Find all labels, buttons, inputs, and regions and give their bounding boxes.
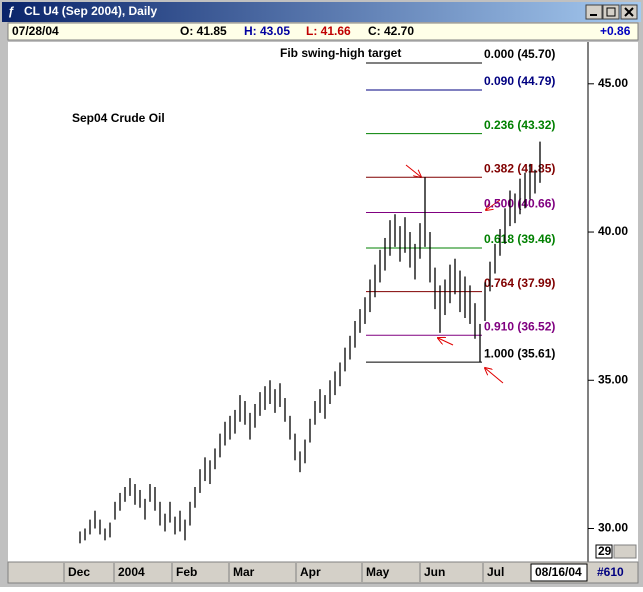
info-date: 07/28/04 bbox=[12, 24, 59, 38]
price-axis bbox=[588, 42, 638, 562]
time-axis bbox=[7, 561, 639, 584]
axis-box bbox=[595, 544, 613, 559]
arrow bbox=[486, 199, 501, 210]
x-tick-label: Jun bbox=[424, 565, 445, 579]
maximize-icon bbox=[606, 7, 616, 17]
fib-label: 0.090 (44.79) bbox=[484, 74, 555, 88]
plot-area bbox=[8, 42, 588, 562]
axis-button[interactable] bbox=[613, 544, 637, 559]
fib-label: 1.000 (35.61) bbox=[484, 346, 555, 360]
minimize-button[interactable] bbox=[585, 4, 603, 20]
x-tick-label: Dec bbox=[68, 565, 90, 579]
y-tick-label: 35.00 bbox=[598, 372, 628, 386]
info-high: H: 43.05 bbox=[244, 24, 290, 38]
x-tick-label: Mar bbox=[233, 565, 255, 579]
x-tick-label: 2004 bbox=[118, 565, 145, 579]
info-open: O: 41.85 bbox=[180, 24, 227, 38]
y-tick-label: 30.00 bbox=[598, 521, 628, 535]
scroll-date-box[interactable] bbox=[530, 563, 588, 582]
chart-title: Sep04 Crude Oil bbox=[72, 111, 165, 125]
window-buttons[interactable] bbox=[585, 4, 638, 20]
fib-label: 0.236 (43.32) bbox=[484, 118, 555, 132]
maximize-button[interactable] bbox=[602, 4, 620, 20]
info-change: +0.86 bbox=[600, 24, 631, 38]
info-close: C: 42.70 bbox=[368, 24, 414, 38]
info-bar bbox=[7, 22, 639, 41]
arrow bbox=[485, 368, 504, 384]
fib-label: 0.000 (45.70) bbox=[484, 47, 555, 61]
fib-label: 0.910 (36.52) bbox=[484, 319, 555, 333]
x-tick-label: May bbox=[366, 565, 390, 579]
axis-box-label: 29 bbox=[598, 544, 612, 558]
window-title: CL U4 (Sep 2004), Daily bbox=[24, 4, 157, 18]
close-icon bbox=[624, 7, 634, 17]
annotation: Fib swing-high target bbox=[280, 46, 401, 60]
y-tick-label: 40.00 bbox=[598, 224, 628, 238]
bar-count: #610 bbox=[597, 565, 624, 579]
fib-label: 0.382 (41.85) bbox=[484, 161, 555, 175]
y-tick-label: 45.00 bbox=[598, 76, 628, 90]
window-icon: ƒ bbox=[8, 4, 15, 18]
x-tick-label: Apr bbox=[300, 565, 321, 579]
x-tick-label: Feb bbox=[176, 565, 197, 579]
arrows bbox=[405, 164, 504, 384]
info-low: L: 41.66 bbox=[306, 24, 351, 38]
fib-label: 0.618 (39.46) bbox=[484, 232, 555, 246]
fib-label: 0.764 (37.99) bbox=[484, 276, 555, 290]
arrow bbox=[405, 164, 421, 177]
x-tick-label: Jul bbox=[487, 565, 504, 579]
scroll-date: 08/16/04 bbox=[535, 565, 582, 579]
arrow bbox=[438, 338, 454, 346]
title-bar bbox=[2, 2, 641, 22]
